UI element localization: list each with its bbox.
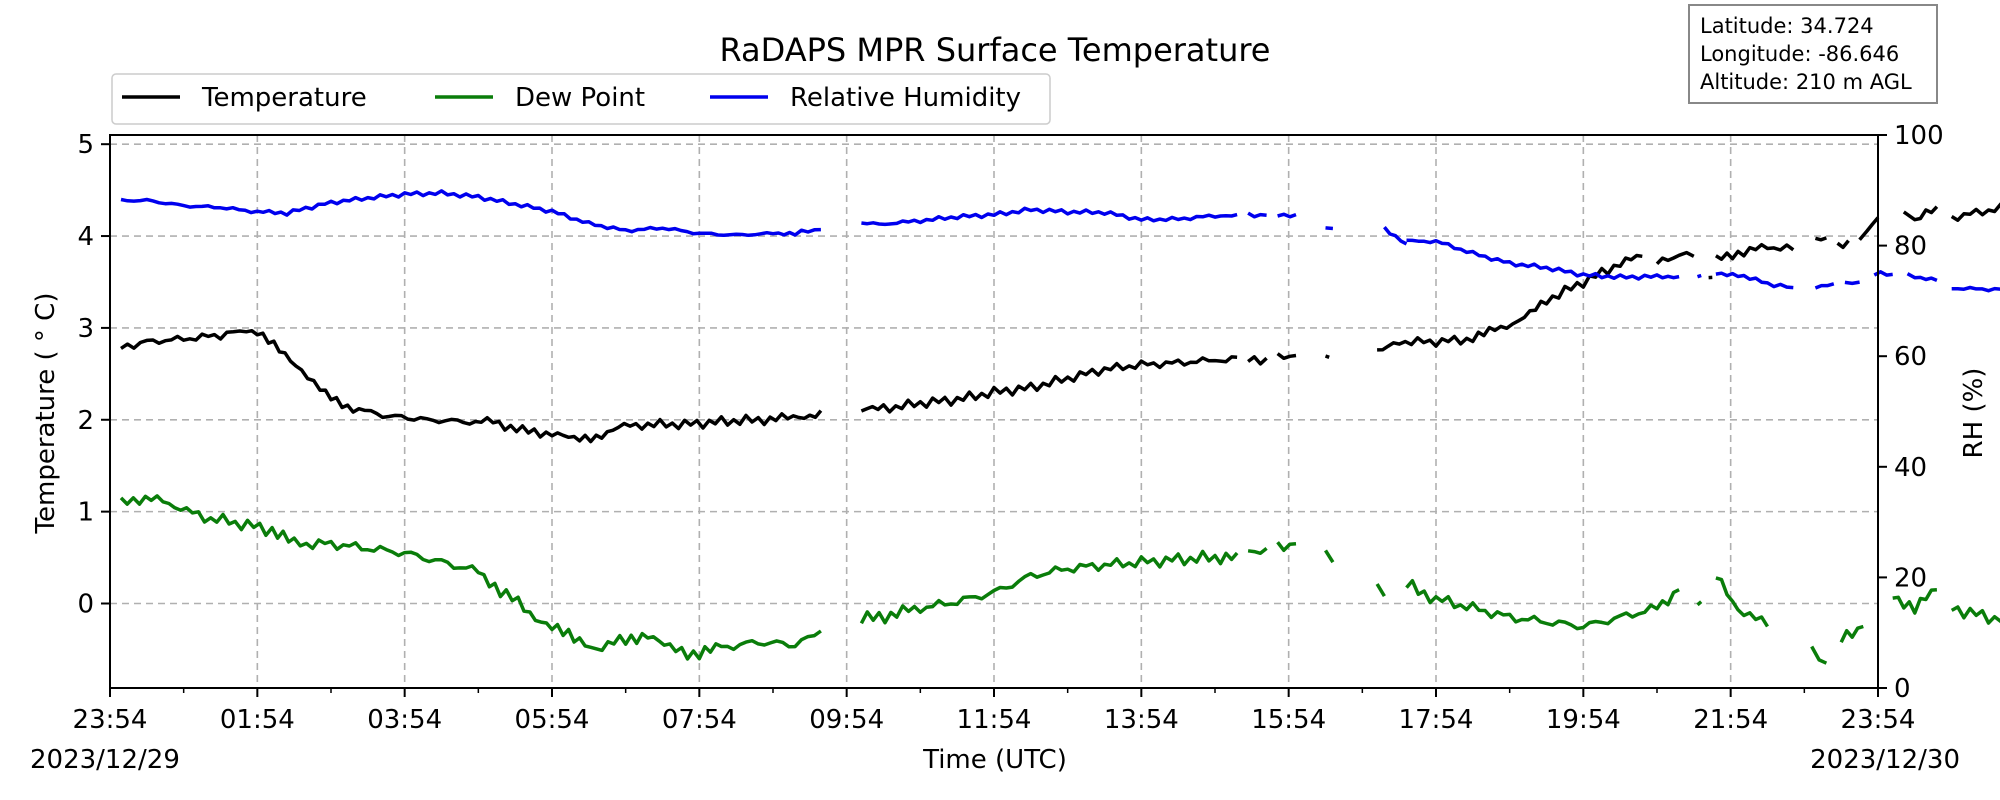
info-longitude: Longitude: -86.646 [1700, 42, 1899, 66]
x-tick-label: 19:54 [1546, 705, 1621, 735]
y-right-tick-label: 60 [1894, 342, 1927, 372]
series-temperature-line [1814, 236, 1827, 242]
y-axis-right-label: RH (%) [1959, 368, 1989, 459]
y-left-tick-label: 2 [77, 406, 94, 436]
y-right-tick-label: 80 [1894, 232, 1927, 262]
series-relative-humidity-line [1247, 211, 1267, 219]
series-relative-humidity-line [1844, 280, 1860, 286]
series-dew-point-line [859, 549, 1239, 625]
series-lines [119, 189, 2000, 665]
y-axis-left-label: Temperature ( ° C) [31, 293, 61, 535]
y-left-tick-label: 3 [77, 314, 94, 344]
tick-labels: 23:54 01:54 03:54 05:54 07:54 09:54 11:54 13:54… [73, 121, 1944, 735]
series-temperature-line [1714, 242, 1795, 261]
y-right-tick-label: 20 [1894, 563, 1927, 593]
info-latitude: Latitude: 34.724 [1700, 14, 1874, 38]
series-relative-humidity-line [1951, 285, 2000, 293]
series-temperature-line [1858, 216, 1880, 241]
x-tick-label: 09:54 [809, 705, 884, 735]
grid [110, 135, 1878, 688]
series-dew-point-line [1276, 541, 1297, 553]
start-date-label: 2023/12/29 [30, 745, 180, 775]
series-relative-humidity-line [1715, 271, 1794, 290]
legend-box [111, 73, 1051, 125]
series-relative-humidity-line [1696, 273, 1702, 279]
x-tick-label: 23:54 [1841, 705, 1916, 735]
x-tick-label: 03:54 [367, 705, 442, 735]
x-tick-label: 11:54 [957, 705, 1032, 735]
x-tick-label: 15:54 [1251, 705, 1326, 735]
x-tick-label: 21:54 [1693, 705, 1768, 735]
x-tick-label: 07:54 [662, 705, 737, 735]
series-dew-point-line [1715, 576, 1769, 628]
series-temperature-line [1655, 250, 1695, 266]
series-temperature-line [1377, 253, 1643, 352]
series-temperature-line [1276, 352, 1297, 361]
end-date-label: 2023/12/30 [1810, 745, 1960, 775]
series-dew-point-line [1950, 605, 2000, 625]
series-relative-humidity-line [1814, 282, 1835, 290]
y-left-tick-label: 4 [77, 222, 94, 252]
x-axis-label: Time (UTC) [922, 745, 1067, 775]
x-tick-label: 01:54 [220, 705, 295, 735]
y-left-tick-label: 0 [77, 589, 94, 619]
series-temperature-line [1950, 202, 2000, 222]
legend-label-temperature: Temperature [201, 83, 367, 113]
series-temperature-line [1247, 355, 1268, 366]
legend-label-relative-humidity: Relative Humidity [790, 83, 1021, 113]
series-dew-point-line [1375, 583, 1386, 598]
x-tick-label: 13:54 [1104, 705, 1179, 735]
y-right-tick-label: 100 [1894, 121, 1944, 151]
series-relative-humidity-line [1383, 225, 1408, 246]
x-tick-label: 17:54 [1399, 705, 1474, 735]
series-dew-point-line [1810, 645, 1828, 665]
x-tick-label: 23:54 [73, 705, 148, 735]
info-box-frame [1688, 4, 1938, 104]
series-relative-humidity-line [861, 206, 1238, 227]
series-relative-humidity-line [1325, 226, 1334, 231]
series-temperature-line [1902, 205, 1939, 222]
legend-label-dew-point: Dew Point [515, 83, 645, 113]
series-dew-point-line [1839, 624, 1864, 644]
series-dew-point-line [119, 494, 822, 661]
series-dew-point-line [1892, 587, 1938, 615]
series-relative-humidity-line [120, 189, 821, 238]
series-temperature-line [120, 328, 823, 444]
series-dew-point-line [1696, 600, 1703, 607]
series-dew-point-line [1405, 578, 1680, 631]
series-relative-humidity-line [1277, 212, 1297, 219]
y-left-tick-label: 5 [77, 130, 94, 160]
chart-title: RaDAPS MPR Surface Temperature [720, 31, 1271, 69]
series-dew-point-line [1324, 549, 1335, 564]
info-altitude: Altitude: 210 m AGL [1700, 70, 1912, 94]
legend: Temperature Dew Point Relative Humidity [111, 73, 1051, 125]
series-temperature-line [860, 355, 1238, 414]
y-left-tick-label: 1 [77, 498, 94, 528]
series-temperature-line [1836, 239, 1850, 250]
x-tick-label: 05:54 [515, 705, 590, 735]
location-info-box: Latitude: 34.724 Longitude: -86.646 Alti… [1688, 4, 1938, 104]
y-right-tick-label: 40 [1894, 453, 1927, 483]
series-relative-humidity-line [1906, 272, 1938, 283]
series-dew-point-line [1247, 547, 1268, 556]
y-right-tick-label: 0 [1894, 674, 1911, 704]
series-temperature-line [1324, 354, 1330, 359]
axis-ticks [101, 134, 1887, 697]
series-relative-humidity-line [1406, 238, 1680, 281]
